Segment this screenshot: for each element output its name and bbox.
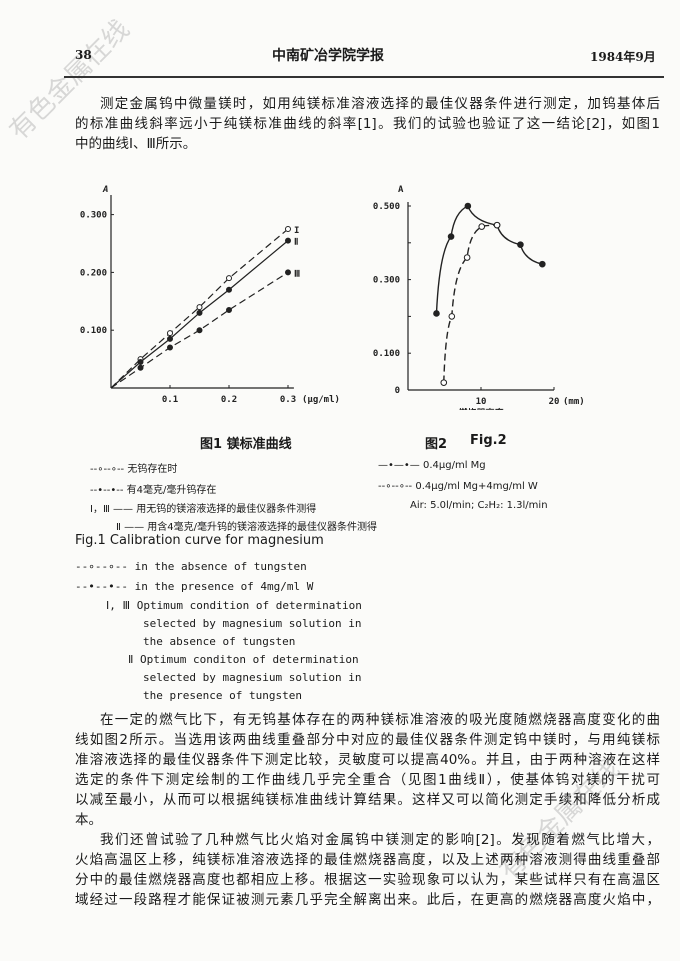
data-point bbox=[226, 286, 232, 293]
figure2-conditions: Air: 5.0l/min; C₂H₂: 1.3l/min bbox=[410, 500, 548, 511]
data-point bbox=[478, 223, 486, 230]
data-point bbox=[196, 327, 203, 334]
text-line: 火焰高温区上移，纯镁标准溶液选择的最佳燃烧器高度，以及上述两种溶液测得曲线重叠部 bbox=[75, 852, 660, 868]
data-point bbox=[137, 364, 144, 371]
text-line: 在一定的燃气比下，有无钨基体存在的两种镁标准溶液的吸光度随燃烧器高度变化的曲 bbox=[100, 712, 660, 728]
figure2-legend-item: --∘--∘-- 0.4μg/ml Mg+4mg/ml W bbox=[378, 481, 538, 492]
figure1-english-legend: Ⅰ, Ⅲ Optimum condition of determination bbox=[106, 599, 362, 612]
figure1-english-legend: --•--•-- in the presence of 4mg/ml W bbox=[75, 580, 314, 593]
issue-date: 1984年9月 bbox=[590, 50, 656, 64]
series-line-2 bbox=[110, 240, 289, 389]
data-point bbox=[137, 358, 144, 365]
figure1-english-legend: selected by magnesium solution in bbox=[143, 617, 362, 630]
figure1-legend-item: --•--•-- 有4毫克/毫升钨存在 bbox=[90, 485, 217, 496]
figure1-legend-item: Ⅰ，Ⅲ —— 用无钨的镁溶液选择的最佳仪器条件测得 bbox=[90, 504, 317, 515]
text-line: 域经过一段路程才能保证被测元素几乎完全解离出来。此后，在更高的燃烧器高度火焰中， bbox=[75, 892, 660, 908]
data-point bbox=[447, 233, 455, 240]
x-axis-unit: (μg/ml) bbox=[302, 395, 340, 405]
x-tick-label: 0.1 bbox=[162, 395, 178, 405]
text-line: 线如图2所示。当选用该两曲线重叠部分中对应的最佳仪器条件测定钨中镁时，与用纯镁标 bbox=[75, 732, 660, 748]
figure1-chart: A 0.100 0.200 0.300 0.1 0.2 0.3 (μg/ml) IⅡ Ⅲ bbox=[80, 185, 340, 405]
data-point bbox=[226, 275, 232, 282]
y-tick-label: 0.300 bbox=[373, 276, 400, 286]
y-tick-label: 0 bbox=[395, 386, 400, 396]
figure1-english-legend: Ⅱ Optimum conditon of determination bbox=[128, 653, 359, 666]
data-point bbox=[448, 313, 456, 320]
data-point bbox=[285, 237, 291, 244]
data-point bbox=[517, 241, 524, 248]
figure1-english-caption: Fig.1 Calibration curve for magnesium bbox=[75, 533, 324, 548]
data-point bbox=[440, 379, 448, 386]
data-point bbox=[464, 202, 472, 210]
text-line: 测定金属钨中微量镁时，如用纯镁标准溶液选择的最佳仪器条件进行测定，加钨基体后 bbox=[100, 96, 660, 112]
data-point bbox=[433, 310, 440, 317]
y-tick-label: 0.500 bbox=[373, 202, 400, 212]
figure2-legend-item: —•—•— 0.4μg/ml Mg bbox=[378, 460, 486, 471]
figure1-legend-item: Ⅱ —— 用含4毫克/毫升钨的镁溶液选择的最佳仪器条件测得 bbox=[116, 522, 378, 533]
data-point bbox=[285, 269, 291, 276]
x-tick-label: 20 bbox=[549, 397, 560, 407]
series-line-1 bbox=[435, 205, 543, 314]
text-line: 本。 bbox=[75, 812, 102, 828]
figure1-english-legend: the presence of tungsten bbox=[143, 689, 302, 702]
x-tick-label: 10 bbox=[476, 397, 487, 407]
data-point bbox=[539, 260, 546, 268]
x-axis-unit: (mm) bbox=[563, 397, 585, 407]
series-label: Ⅱ bbox=[294, 237, 298, 248]
series-label: Ⅲ bbox=[294, 268, 300, 279]
series-label: I bbox=[294, 226, 299, 236]
figure2-caption-en: Fig.2 bbox=[470, 433, 507, 448]
y-axis-label: A bbox=[102, 185, 108, 195]
data-point bbox=[167, 344, 173, 351]
figure1-english-legend: --∘--∘-- in the absence of tungsten bbox=[75, 560, 307, 573]
data-point bbox=[493, 221, 501, 229]
y-tick-label: 0.100 bbox=[80, 326, 107, 336]
series-line-2 bbox=[443, 224, 498, 383]
figure2-chart: A 0 0.100 0.300 0.500 10 20(mm) 燃烧器高度 bbox=[373, 185, 585, 410]
figure1-caption: 图1 镁标准曲线 bbox=[200, 437, 292, 452]
text-line: 分中的最佳燃烧器高度也都相应上移。根据这一实验现象可以认为，某些试样只有在高温区 bbox=[75, 872, 660, 888]
x-tick-label: 0.3 bbox=[280, 395, 296, 405]
page-number: 38 bbox=[75, 48, 92, 62]
header-rule bbox=[64, 76, 664, 78]
text-line: 以减至最小，从而可以根据纯镁标准曲线计算结果。这样又可以简化测定手续和降低分析成 bbox=[75, 792, 660, 808]
data-point bbox=[167, 335, 173, 342]
data-point bbox=[463, 254, 471, 261]
text-line: 的标准曲线斜率远小于纯镁标准曲线的斜率[1]。我们的试验也验证了这一结论[2]，… bbox=[75, 116, 660, 132]
text-line: 我们还曾试验了几种燃气比火焰对金属钨中镁测定的影响[2]。发现随着燃气比增大， bbox=[100, 832, 660, 848]
y-tick-label: 0.200 bbox=[80, 268, 107, 278]
text-line: 中的曲线Ⅰ、Ⅲ所示。 bbox=[75, 136, 197, 152]
data-point bbox=[226, 306, 232, 313]
series-line-3 bbox=[110, 271, 289, 389]
data-point bbox=[196, 304, 203, 311]
series-line-1 bbox=[110, 228, 289, 389]
y-axis-label: A bbox=[398, 185, 404, 195]
x-axis-label: 燃烧器高度 bbox=[458, 407, 504, 410]
figure1-english-legend: selected by magnesium solution in bbox=[143, 671, 362, 684]
text-line: 准溶液选择的最佳仪器条件下测定比较，灵敏度可以提高40%。并且，由于两种溶液在这… bbox=[75, 752, 660, 768]
y-tick-label: 0.100 bbox=[373, 349, 400, 359]
x-tick-label: 0.2 bbox=[221, 395, 237, 405]
data-point bbox=[285, 226, 291, 233]
data-point bbox=[196, 309, 203, 316]
figure1-legend-item: --∘--∘-- 无钨存在时 bbox=[90, 464, 178, 475]
figure2-caption: 图2 bbox=[425, 437, 448, 452]
journal-title: 中南矿冶学院学报 bbox=[272, 48, 384, 64]
text-line: 选定的条件下测定绘制的工作曲线几乎完全重合（见图1曲线Ⅱ），使基体钨对镁的干扰可 bbox=[75, 772, 660, 788]
figure1-english-legend: the absence of tungsten bbox=[143, 635, 296, 648]
y-tick-label: 0.300 bbox=[80, 211, 107, 221]
data-point bbox=[167, 330, 173, 337]
